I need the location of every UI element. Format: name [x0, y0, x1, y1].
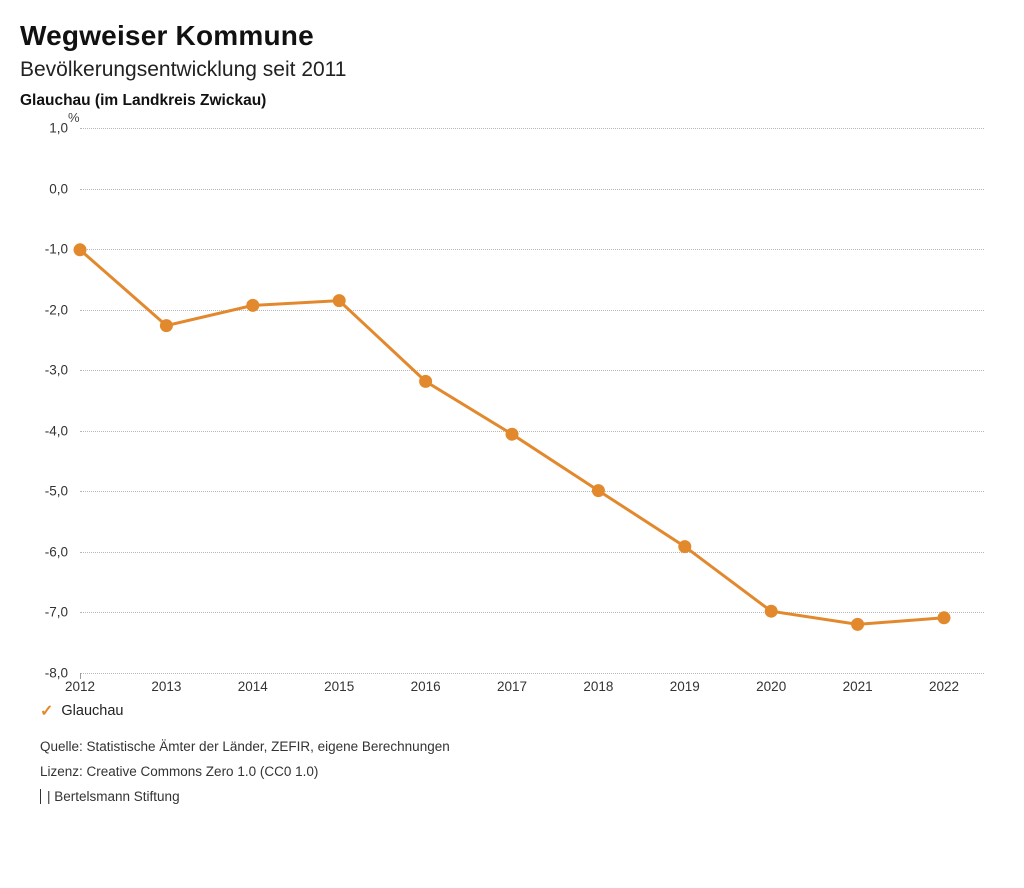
data-point-2013[interactable]: [160, 319, 173, 332]
legend-row: ✓ Glauchau: [40, 701, 1004, 721]
data-point-2021[interactable]: [851, 618, 864, 631]
xtick-label-2022: 2022: [929, 679, 959, 694]
data-point-2016[interactable]: [419, 375, 432, 388]
legend-checkmark-icon[interactable]: ✓: [40, 701, 53, 721]
data-point-2015[interactable]: [333, 294, 346, 307]
xtick-label-2013: 2013: [151, 679, 181, 694]
legend-label-glauchau[interactable]: Glauchau: [61, 703, 123, 719]
xtick-label-2019: 2019: [670, 679, 700, 694]
chart-area: % 1,0 0,0 -1,0 -2,0 -3,0 -4,0 -5,0 -6,0 …: [20, 128, 1004, 673]
footer-source: Quelle: Statistische Ämter der Länder, Z…: [40, 739, 1004, 754]
page-container: Wegweiser Kommune Bevölkerungsentwicklun…: [0, 0, 1024, 888]
ytick-label-neg4.0: -4,0: [20, 423, 68, 438]
ytick-label-neg3.0: -3,0: [20, 363, 68, 378]
ytick-label-neg1.0: -1,0: [20, 242, 68, 257]
data-point-2020[interactable]: [765, 605, 778, 618]
xtick-label-2021: 2021: [843, 679, 873, 694]
xtick-label-2018: 2018: [583, 679, 613, 694]
data-point-2022[interactable]: [938, 611, 951, 624]
xtick-label-2014: 2014: [238, 679, 268, 694]
line-chart-svg[interactable]: [80, 128, 984, 673]
ytick-label-neg8.0: -8,0: [20, 665, 68, 680]
footer-brand: | Bertelsmann Stiftung: [40, 789, 1004, 804]
xtick-label-2012: 2012: [65, 679, 95, 694]
page-subtitle: Bevölkerungsentwicklung seit 2011: [20, 58, 1004, 82]
page-title: Wegweiser Kommune: [20, 20, 1004, 52]
xtick-label-2015: 2015: [324, 679, 354, 694]
footer-license: Lizenz: Creative Commons Zero 1.0 (CC0 1…: [40, 764, 1004, 779]
data-point-2014[interactable]: [246, 299, 259, 312]
region-title: Glauchau (im Landkreis Zwickau): [20, 92, 1004, 110]
footer-block: Quelle: Statistische Ämter der Länder, Z…: [40, 739, 1004, 804]
data-point-2018[interactable]: [592, 484, 605, 497]
xtick-label-2017: 2017: [497, 679, 527, 694]
ytick-label-neg7.0: -7,0: [20, 605, 68, 620]
xtick-label-2020: 2020: [756, 679, 786, 694]
y-axis-unit-label: %: [68, 110, 80, 125]
data-point-2019[interactable]: [678, 540, 691, 553]
ytick-label-neg2.0: -2,0: [20, 302, 68, 317]
ytick-label-1.0: 1,0: [20, 121, 68, 136]
xtick-label-2016: 2016: [411, 679, 441, 694]
ytick-label-0.0: 0,0: [20, 181, 68, 196]
data-point-2017[interactable]: [506, 428, 519, 441]
ytick-label-neg6.0: -6,0: [20, 544, 68, 559]
ytick-label-neg5.0: -5,0: [20, 484, 68, 499]
data-point-2012[interactable]: [74, 243, 87, 256]
